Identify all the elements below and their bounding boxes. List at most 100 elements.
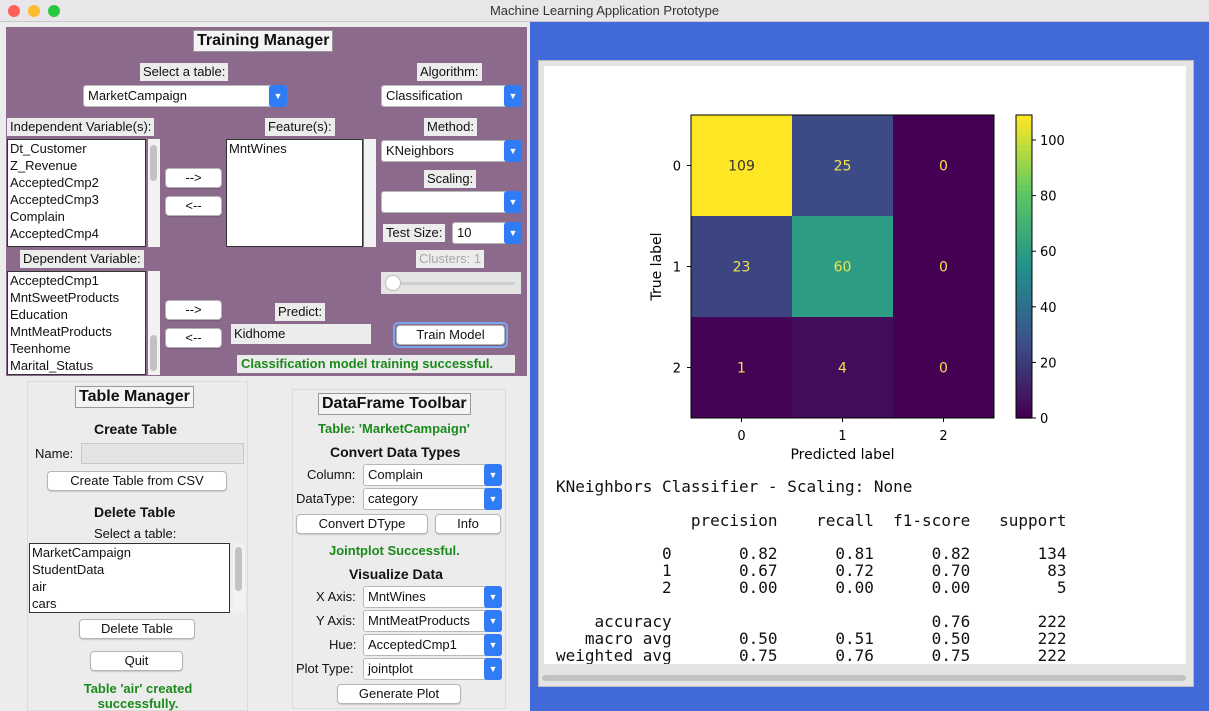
list-item[interactable]: MarketCampaign bbox=[32, 545, 131, 560]
matrix-cell bbox=[691, 115, 792, 216]
colorbar-segment bbox=[1016, 271, 1032, 278]
colorbar-segment bbox=[1016, 337, 1032, 343]
title-bar: Machine Learning Application Prototype bbox=[0, 0, 1209, 22]
cell-value-label: 0 bbox=[939, 260, 948, 276]
slider-handle[interactable] bbox=[385, 275, 401, 291]
column-label: Column: bbox=[307, 467, 356, 482]
report-row: 2 0.00 0.00 0.00 5 bbox=[556, 578, 1067, 597]
colorbar-segment bbox=[1016, 276, 1032, 283]
remove-predict-button[interactable]: <-- bbox=[165, 328, 222, 348]
window-title: Machine Learning Application Prototype bbox=[489, 3, 720, 18]
datatype-select[interactable]: category ▼ bbox=[363, 488, 502, 510]
method-select[interactable]: KNeighbors ▼ bbox=[381, 140, 522, 162]
info-button[interactable]: Info bbox=[435, 514, 501, 534]
delete-table-button[interactable]: Delete Table bbox=[79, 619, 195, 639]
cell-value-label: 1 bbox=[737, 361, 746, 377]
list-item[interactable]: MntMeatProducts bbox=[10, 324, 112, 339]
list-item[interactable]: AcceptedCmp3 bbox=[10, 192, 99, 207]
list-item[interactable]: StudentData bbox=[32, 562, 105, 577]
chevron-down-icon: ▼ bbox=[484, 464, 502, 486]
colorbar-segment bbox=[1016, 266, 1032, 273]
colorbar-segment bbox=[1016, 241, 1032, 247]
colorbar-segment bbox=[1016, 347, 1032, 353]
colorbar-segment bbox=[1016, 296, 1032, 303]
features-scrollbar[interactable] bbox=[364, 139, 376, 247]
colorbar-segment bbox=[1016, 306, 1032, 313]
dependent-var-list[interactable]: AcceptedCmp1 MntSweetProducts Education … bbox=[7, 271, 146, 375]
list-item[interactable]: Teenhome bbox=[10, 341, 71, 356]
output-hscrollbar[interactable] bbox=[542, 673, 1188, 683]
list-item[interactable]: cars bbox=[32, 596, 57, 611]
colorbar-tick-label: 40 bbox=[1040, 301, 1057, 316]
colorbar-segment bbox=[1016, 200, 1032, 207]
matrix-cell bbox=[792, 317, 893, 418]
clusters-slider[interactable] bbox=[381, 272, 521, 294]
cell-value-label: 60 bbox=[834, 260, 852, 276]
list-item[interactable]: Marital_Status bbox=[10, 358, 94, 373]
chevron-down-icon: ▼ bbox=[504, 85, 522, 107]
list-item[interactable]: AcceptedCmp1 bbox=[10, 273, 99, 288]
colorbar-segment bbox=[1016, 130, 1032, 136]
list-item[interactable]: AcceptedCmp4 bbox=[10, 226, 99, 241]
table-name-input[interactable] bbox=[81, 443, 244, 464]
hue-select[interactable]: AcceptedCmp1 ▼ bbox=[363, 634, 502, 656]
dependent-var-scrollbar[interactable] bbox=[148, 271, 160, 375]
colorbar-segment bbox=[1016, 322, 1032, 328]
y-axis-select[interactable]: MntMeatProducts ▼ bbox=[363, 610, 502, 632]
features-list[interactable]: MntWines bbox=[226, 139, 363, 247]
x-axis-select[interactable]: MntWines ▼ bbox=[363, 586, 502, 608]
list-item[interactable]: Z_Revenue bbox=[10, 158, 78, 173]
independent-vars-label: Independent Variable(s): bbox=[7, 118, 155, 136]
column-select[interactable]: Complain ▼ bbox=[363, 464, 502, 486]
colorbar-segment bbox=[1016, 180, 1032, 187]
colorbar-segment bbox=[1016, 236, 1032, 242]
algorithm-select[interactable]: Classification ▼ bbox=[381, 85, 522, 107]
list-item[interactable]: MntWines bbox=[229, 141, 287, 156]
dataframe-toolbar-header: DataFrame Toolbar bbox=[318, 393, 471, 415]
test-size-select[interactable]: 10 ▼ bbox=[452, 222, 522, 244]
independent-vars-scrollbar[interactable] bbox=[148, 139, 160, 247]
minimize-icon[interactable] bbox=[28, 5, 40, 17]
add-feature-button[interactable]: --> bbox=[165, 168, 222, 188]
name-label: Name: bbox=[35, 446, 74, 461]
matrix-cell bbox=[893, 216, 994, 317]
list-item[interactable]: Complain bbox=[10, 209, 65, 224]
scaling-select[interactable]: ▼ bbox=[381, 191, 522, 213]
plot-type-select[interactable]: jointplot ▼ bbox=[363, 658, 502, 680]
test-size-label: Test Size: bbox=[383, 224, 446, 242]
output-canvas: 109 25 0 23 60 0 1 4 0 0 1 2 0 1 2 Predicted label True … bbox=[544, 66, 1186, 664]
list-item[interactable]: AcceptedCmp2 bbox=[10, 175, 99, 190]
colorbar-tick-label: 80 bbox=[1040, 190, 1057, 205]
close-icon[interactable] bbox=[8, 5, 20, 17]
tables-scrollbar[interactable] bbox=[233, 543, 245, 613]
chevron-down-icon: ▼ bbox=[484, 658, 502, 680]
chevron-down-icon: ▼ bbox=[484, 610, 502, 632]
generate-plot-button[interactable]: Generate Plot bbox=[337, 684, 461, 704]
maximize-icon[interactable] bbox=[48, 5, 60, 17]
quit-button[interactable]: Quit bbox=[90, 651, 183, 671]
y-tick-label: 0 bbox=[673, 160, 681, 175]
add-predict-button[interactable]: --> bbox=[165, 300, 222, 320]
x-tick-label: 1 bbox=[838, 429, 846, 444]
colorbar-segment bbox=[1016, 140, 1032, 146]
colorbar-segment bbox=[1016, 317, 1032, 323]
remove-feature-button[interactable]: <-- bbox=[165, 196, 222, 216]
list-item[interactable]: Dt_Customer bbox=[10, 141, 87, 156]
y-tick-label: 2 bbox=[673, 362, 681, 377]
toolbar-table-status: Table: 'MarketCampaign' bbox=[318, 421, 470, 436]
colorbar-segment bbox=[1016, 185, 1032, 192]
convert-dtype-button[interactable]: Convert DType bbox=[296, 514, 428, 534]
colorbar-segment bbox=[1016, 402, 1032, 409]
tables-list[interactable]: MarketCampaign StudentData air cars bbox=[29, 543, 230, 613]
chevron-down-icon: ▼ bbox=[484, 488, 502, 510]
create-table-from-csv-button[interactable]: Create Table from CSV bbox=[47, 471, 227, 491]
list-item[interactable]: MntSweetProducts bbox=[10, 290, 120, 305]
train-model-button[interactable]: Train Model bbox=[396, 325, 505, 345]
list-item[interactable]: Education bbox=[10, 307, 68, 322]
table-select[interactable]: MarketCampaign ▼ bbox=[83, 85, 287, 107]
independent-vars-list[interactable]: Dt_Customer Z_Revenue AcceptedCmp2 Accep… bbox=[7, 139, 146, 247]
features-label: Feature(s): bbox=[265, 118, 335, 136]
report-title: KNeighbors Classifier - Scaling: None bbox=[556, 477, 913, 496]
list-item[interactable]: air bbox=[32, 579, 47, 594]
